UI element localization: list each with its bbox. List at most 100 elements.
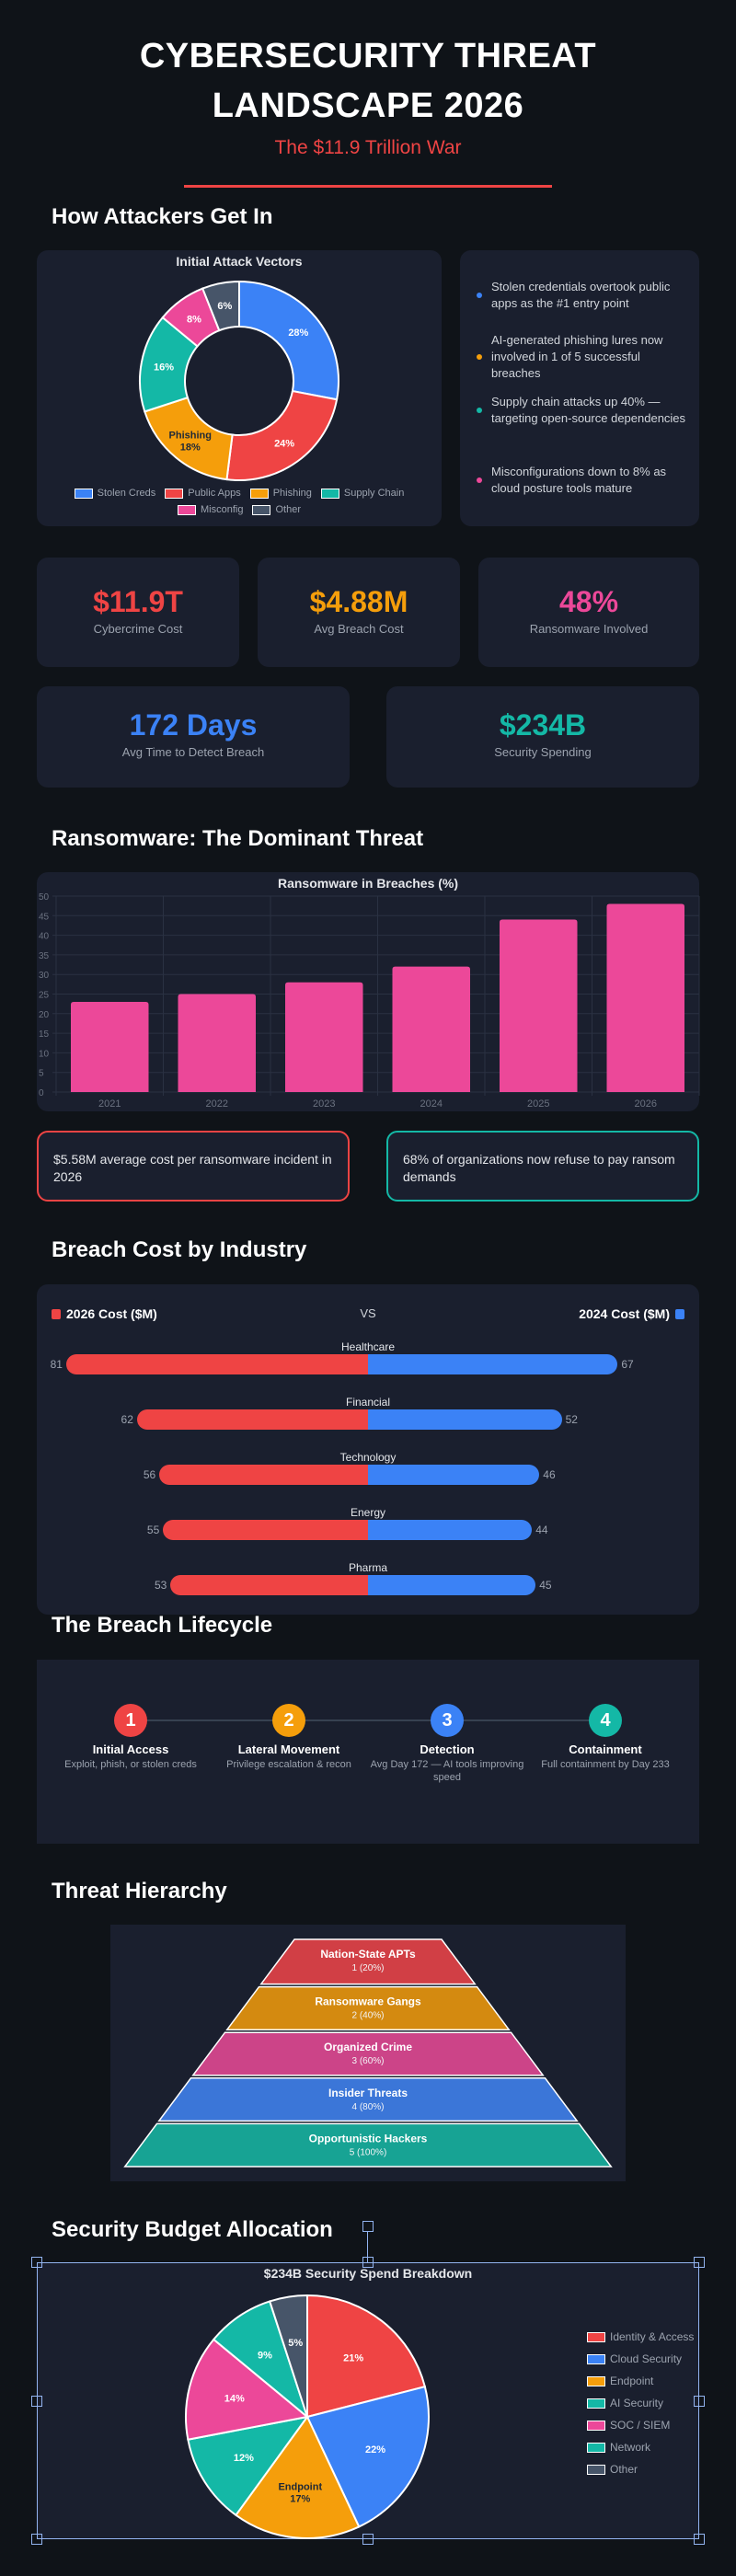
- pyramid-level[interactable]: [259, 1938, 477, 1985]
- bar-2024-energy[interactable]: [368, 1520, 533, 1540]
- legend-label: Public Apps: [188, 488, 241, 499]
- bar-2023[interactable]: [285, 982, 363, 1092]
- legend-item[interactable]: Misconfig: [178, 504, 243, 515]
- slice-soc-siem[interactable]: [185, 2338, 310, 2441]
- stat-label: Security Spending: [494, 745, 592, 759]
- legend-item[interactable]: Identity & Access: [587, 2330, 694, 2343]
- legend-item[interactable]: Cloud Security: [587, 2352, 694, 2365]
- stat-label: Cybercrime Cost: [93, 622, 183, 636]
- bar-2024-pharma[interactable]: [368, 1575, 536, 1595]
- bar-2024-healthcare[interactable]: [368, 1354, 618, 1374]
- slice-label: 22%: [365, 2444, 385, 2455]
- bar-2026-healthcare[interactable]: [65, 1354, 368, 1374]
- legend-swatch-blue: [675, 1308, 684, 1319]
- legend-swatch: [249, 488, 269, 499]
- legend-item[interactable]: Supply Chain: [320, 488, 405, 499]
- level-label: Opportunistic Hackers: [309, 2132, 428, 2145]
- slice-label: 12%: [234, 2453, 254, 2464]
- attack-vectors-card: Initial Attack Vectors 28% 24% Phishing 18%…: [37, 250, 442, 526]
- slice-stolen-creds[interactable]: [238, 280, 339, 401]
- pie-legend: Identity & Access Cloud Security Endpoint A…: [587, 2330, 694, 2476]
- step-title: Containment: [569, 1742, 642, 1756]
- level-label: Nation-State APTs: [320, 1948, 416, 1961]
- resize-handle[interactable]: [31, 2534, 42, 2545]
- slice-label: 16%: [154, 362, 174, 373]
- pyramid-level[interactable]: [123, 2122, 613, 2168]
- bar-2026[interactable]: [606, 903, 685, 1092]
- value-2024: 67: [621, 1358, 634, 1371]
- pyramid-level[interactable]: [157, 2077, 579, 2122]
- bar-2026-technology[interactable]: [159, 1465, 368, 1485]
- slice-ai-security[interactable]: [187, 2415, 310, 2517]
- slice-other[interactable]: [201, 280, 240, 332]
- stat-label: Ransomware Involved: [529, 622, 649, 636]
- page-subtitle: The $11.9 Trillion War: [274, 137, 462, 158]
- slice-public-apps[interactable]: [225, 389, 339, 481]
- title-divider: [184, 185, 552, 188]
- bar-2021[interactable]: [71, 1002, 149, 1092]
- legend-item[interactable]: Endpoint: [587, 2375, 694, 2387]
- slice-cloud-security[interactable]: [305, 2385, 430, 2528]
- bar-2022[interactable]: [178, 994, 257, 1093]
- legend-item[interactable]: Other: [587, 2463, 694, 2476]
- legend-item[interactable]: SOC / SIEM: [587, 2419, 694, 2432]
- legend-item[interactable]: Public Apps: [165, 488, 241, 499]
- legend-label: Misconfig: [201, 504, 244, 515]
- bar-2024-technology[interactable]: [368, 1465, 540, 1485]
- slice-label: Phishing 18%: [169, 430, 212, 453]
- bar-2026-financial[interactable]: [136, 1409, 368, 1430]
- legend-label: Supply Chain: [343, 488, 405, 499]
- slice-label: 8%: [187, 314, 201, 325]
- bar-2024-financial[interactable]: [368, 1409, 562, 1430]
- section-heading-hierarchy: Threat Hierarchy: [52, 1879, 227, 1903]
- level-label: Organized Crime: [324, 2041, 412, 2053]
- bullet-dot-icon: [477, 477, 482, 483]
- value-2024: 52: [565, 1413, 578, 1426]
- resize-handle[interactable]: [362, 2221, 374, 2232]
- resize-handle[interactable]: [362, 2257, 374, 2268]
- y-tick-label: 45: [39, 912, 50, 922]
- step-title: Lateral Movement: [237, 1742, 340, 1756]
- slice-endpoint[interactable]: [235, 2415, 361, 2539]
- bar-2026-pharma[interactable]: [170, 1575, 368, 1595]
- slice-identity-access[interactable]: [306, 2294, 427, 2419]
- section-heading-budget: Security Budget Allocation: [52, 2217, 333, 2242]
- industry-label: Healthcare: [340, 1340, 396, 1353]
- bar-2024[interactable]: [392, 966, 471, 1092]
- step-title: Initial Access: [92, 1742, 169, 1756]
- value-2024: 44: [535, 1524, 548, 1536]
- resize-handle[interactable]: [31, 2396, 42, 2407]
- bullet-dot-icon: [477, 354, 482, 360]
- value-2026: 53: [154, 1579, 167, 1592]
- resize-handle[interactable]: [694, 2534, 705, 2545]
- donut-chart: 28% 24% Phishing 18% 16% 8% 6%: [139, 280, 339, 481]
- legend-item[interactable]: Phishing: [249, 488, 312, 499]
- budget-pie-chart: 21% 22% Endpoint 17% 12% 14% 9% 5%: [185, 2294, 430, 2539]
- y-tick-label: 15: [39, 1029, 50, 1040]
- resize-handle[interactable]: [694, 2396, 705, 2407]
- y-tick-label: 0: [39, 1088, 44, 1098]
- x-tick-label: 2025: [527, 1098, 549, 1110]
- resize-handle[interactable]: [31, 2257, 42, 2268]
- slice-other[interactable]: [268, 2294, 308, 2418]
- legend-swatch: [587, 2442, 605, 2453]
- bar-2025[interactable]: [500, 919, 578, 1092]
- legend-item[interactable]: Network: [587, 2441, 694, 2454]
- slice-label: Endpoint 17%: [278, 2481, 322, 2504]
- legend-item[interactable]: AI Security: [587, 2397, 694, 2409]
- donut-legend: Stolen Creds Public Apps Phishing Supply Ch…: [55, 488, 423, 515]
- resize-handle[interactable]: [362, 2534, 374, 2545]
- section-heading-ransomware: Ransomware: The Dominant Threat: [52, 826, 424, 851]
- bar-2026-energy[interactable]: [163, 1520, 368, 1540]
- legend-item[interactable]: Other: [252, 504, 301, 515]
- stat-label: Avg Time to Detect Breach: [121, 745, 265, 759]
- stat-card: 48% Ransomware Involved: [478, 558, 699, 667]
- legend-item[interactable]: Stolen Creds: [74, 488, 155, 499]
- value-2026: 56: [143, 1468, 156, 1481]
- rotate-handle-line: [367, 2232, 368, 2262]
- pyramid-level[interactable]: [225, 1985, 511, 2030]
- pyramid-level[interactable]: [191, 2031, 545, 2076]
- resize-handle[interactable]: [694, 2257, 705, 2268]
- callout-ransomware-cost: $5.58M average cost per ransomware incid…: [37, 1131, 350, 1202]
